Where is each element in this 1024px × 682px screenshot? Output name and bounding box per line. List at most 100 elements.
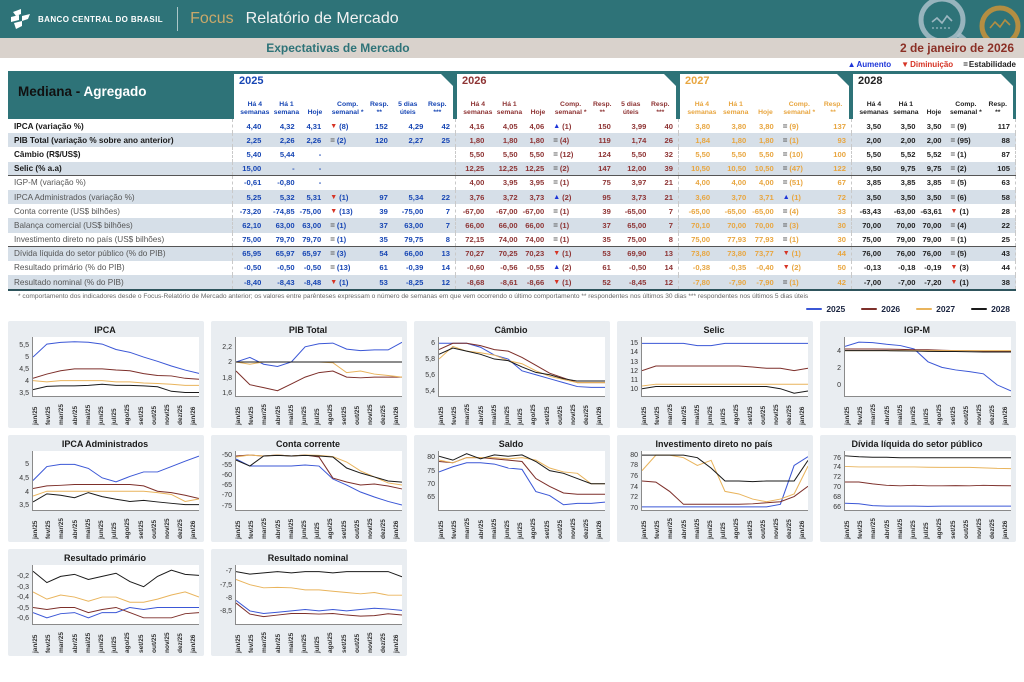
value-cell: 3,73 xyxy=(631,192,647,202)
x-tick-label: abr/25 xyxy=(680,520,688,540)
value-cell: -65,00 xyxy=(624,206,647,216)
value-cell: -8,61 xyxy=(500,277,518,287)
value-cell: 124 xyxy=(598,149,611,159)
x-tick-label: jan/25 xyxy=(235,520,242,540)
value-cell: 54 xyxy=(379,249,388,259)
value-cell: 73,80 xyxy=(727,249,747,259)
value-cell: 152 xyxy=(375,121,388,131)
x-tick-label: jul/25 xyxy=(111,636,119,654)
value-cell: 1,84 xyxy=(695,135,711,145)
x-tick-label: fev/25 xyxy=(654,406,662,426)
y-axis: 66 68 70 72 74 76 xyxy=(823,451,844,511)
equals-icon: = xyxy=(553,163,558,173)
value-cell: 1,80 xyxy=(529,135,545,145)
year-cells-2027: 10,50 10,50 10,50 = (47) 122 xyxy=(679,161,852,175)
y-tick-label: 5 xyxy=(25,461,29,469)
y-axis: -7 -7,5 -8 -8,5 xyxy=(214,565,235,625)
x-tick-label: dez/25 xyxy=(380,633,388,654)
streak-count: (2) xyxy=(336,135,347,145)
value-cell: 5,52 xyxy=(900,149,916,159)
value-cell: 87 xyxy=(1001,149,1010,159)
weekly-comparison-cell: = (47) xyxy=(779,164,824,173)
x-tick-label: dez/25 xyxy=(786,405,794,426)
y-tick-label: 76 xyxy=(630,473,638,480)
value-cell: 26 xyxy=(664,135,673,145)
x-tick-label: set/25 xyxy=(746,520,754,540)
streak-count: (3) xyxy=(336,249,347,259)
y-axis: 3,5 4 4,5 5 5,5 xyxy=(11,337,32,397)
x-tick-label: nov/25 xyxy=(976,404,984,426)
x-tick-label: out/25 xyxy=(962,520,970,540)
y-tick-label: 4 xyxy=(25,378,29,386)
value-cell: -0,61 xyxy=(243,178,262,188)
y-tick-label: 75 xyxy=(427,467,435,475)
value-cell: 66,00 xyxy=(525,220,545,230)
value-cell: 37 xyxy=(602,220,611,230)
down-arrow-icon: ▼ xyxy=(782,250,790,258)
year-cells-2025: -8,40 -8,43 -8,48 ▼ (1) 53 -8,25 12 xyxy=(233,275,456,290)
weekly-comparison-cell: ▼ (1) xyxy=(326,278,368,287)
column-header: Comp. semanal * xyxy=(950,101,982,117)
x-axis: jan/25 fev/25 mar/25 abr/25 mai/25 jun/25 jul/… xyxy=(641,512,808,539)
y-tick-label: -75 xyxy=(221,502,232,510)
value-cell: 58 xyxy=(1001,192,1010,202)
chart-title: Selic xyxy=(703,325,725,336)
year-cells-2026: 1,80 1,80 1,80 = (4) 119 1,74 26 xyxy=(456,133,679,148)
table-row: Câmbio (R$/US$) 5,40 5,44-5,50 5,50 5,50 = (12… xyxy=(8,147,1016,162)
y-tick-label: 4 xyxy=(837,347,841,355)
legend-line-swatch xyxy=(916,308,933,311)
weekly-comparison-cell: = (4) xyxy=(779,207,824,216)
value-cell: 5,34 xyxy=(408,192,424,202)
value-cell: 39 xyxy=(664,163,673,173)
value-cell: 77,93 xyxy=(727,234,747,244)
equals-icon: = xyxy=(330,263,335,273)
value-cell: 70,27 xyxy=(465,249,485,259)
y-tick-label: 0 xyxy=(837,382,841,390)
value-cell: 50 xyxy=(837,263,846,273)
x-tick-label: fev/25 xyxy=(857,520,865,540)
value-cell: -0,50 xyxy=(303,263,322,273)
value-cell: 5,50 xyxy=(695,149,711,159)
y-tick-label: 5,6 xyxy=(425,372,435,380)
x-tick-label: abr/25 xyxy=(274,520,282,540)
streak-count: (3) xyxy=(789,220,799,230)
year-label: 2025 xyxy=(239,75,264,87)
up-arrow-icon: ▲ xyxy=(553,264,561,272)
column-header: Resp. ** xyxy=(823,101,843,117)
value-cell: -65,00 xyxy=(752,206,774,216)
value-cell: 69,90 xyxy=(627,249,647,259)
column-header: Resp. ** xyxy=(988,101,1008,117)
row-label: Balança comercial (US$ bilhões) xyxy=(8,218,233,233)
value-cell: 66,00 xyxy=(465,220,485,230)
value-cell: 3,50 xyxy=(900,121,916,131)
x-tick-label: ago/25 xyxy=(936,518,944,540)
row-label: IGP-M (variação %) xyxy=(8,175,233,190)
year-tab-2025: 2025 Há 4 semanas Há 1 semana Hoje Comp. sem… xyxy=(234,74,453,119)
x-axis: jan/25 fev/25 mar/25 abr/25 mai/25 jun/25 jul/… xyxy=(438,398,605,425)
chart-title: Resultado nominal xyxy=(267,553,349,564)
year-cells-2028: 5,50 5,52 5,52 = (1) 87 xyxy=(852,147,1016,162)
streak-count: (47) xyxy=(789,163,803,173)
value-cell: 1,80 xyxy=(469,135,485,145)
value-cell: 63 xyxy=(1001,178,1010,188)
value-cell: - xyxy=(292,163,295,173)
x-tick-label: jun/25 xyxy=(301,406,309,426)
streak-count: (1) xyxy=(559,178,570,188)
plot-area: jan/25 fev/25 mar/25 abr/25 mai/25 jun/25 jul/… xyxy=(438,337,605,425)
equals-icon: = xyxy=(330,220,335,230)
year-cells-2026: 12,25 12,25 12,25 = (2) 147 12,00 39 xyxy=(456,161,679,175)
chart-series-legend: 2025 2026 2027 2028 xyxy=(0,300,1024,314)
x-tick-label: jun/25 xyxy=(910,520,918,540)
value-cell: 12 xyxy=(664,277,673,287)
value-cell: -0,18 xyxy=(898,263,916,273)
bcb-brand: BANCO CENTRAL DO BRASIL xyxy=(10,8,163,30)
equals-icon: = xyxy=(782,220,788,230)
value-cell: 61 xyxy=(602,263,611,273)
value-cell: -0,35 xyxy=(728,263,747,273)
value-cell: 2,00 xyxy=(900,135,916,145)
value-cell: 117 xyxy=(997,121,1010,131)
value-cell: 32 xyxy=(664,149,673,159)
x-tick-label: dez/25 xyxy=(786,519,794,540)
chart-panel-c-mbio: Câmbio 5,4 5,6 5,8 6 jan/25 fev/25 mar/25 abr/25… xyxy=(414,321,610,429)
x-tick-label: abr/25 xyxy=(680,406,688,426)
